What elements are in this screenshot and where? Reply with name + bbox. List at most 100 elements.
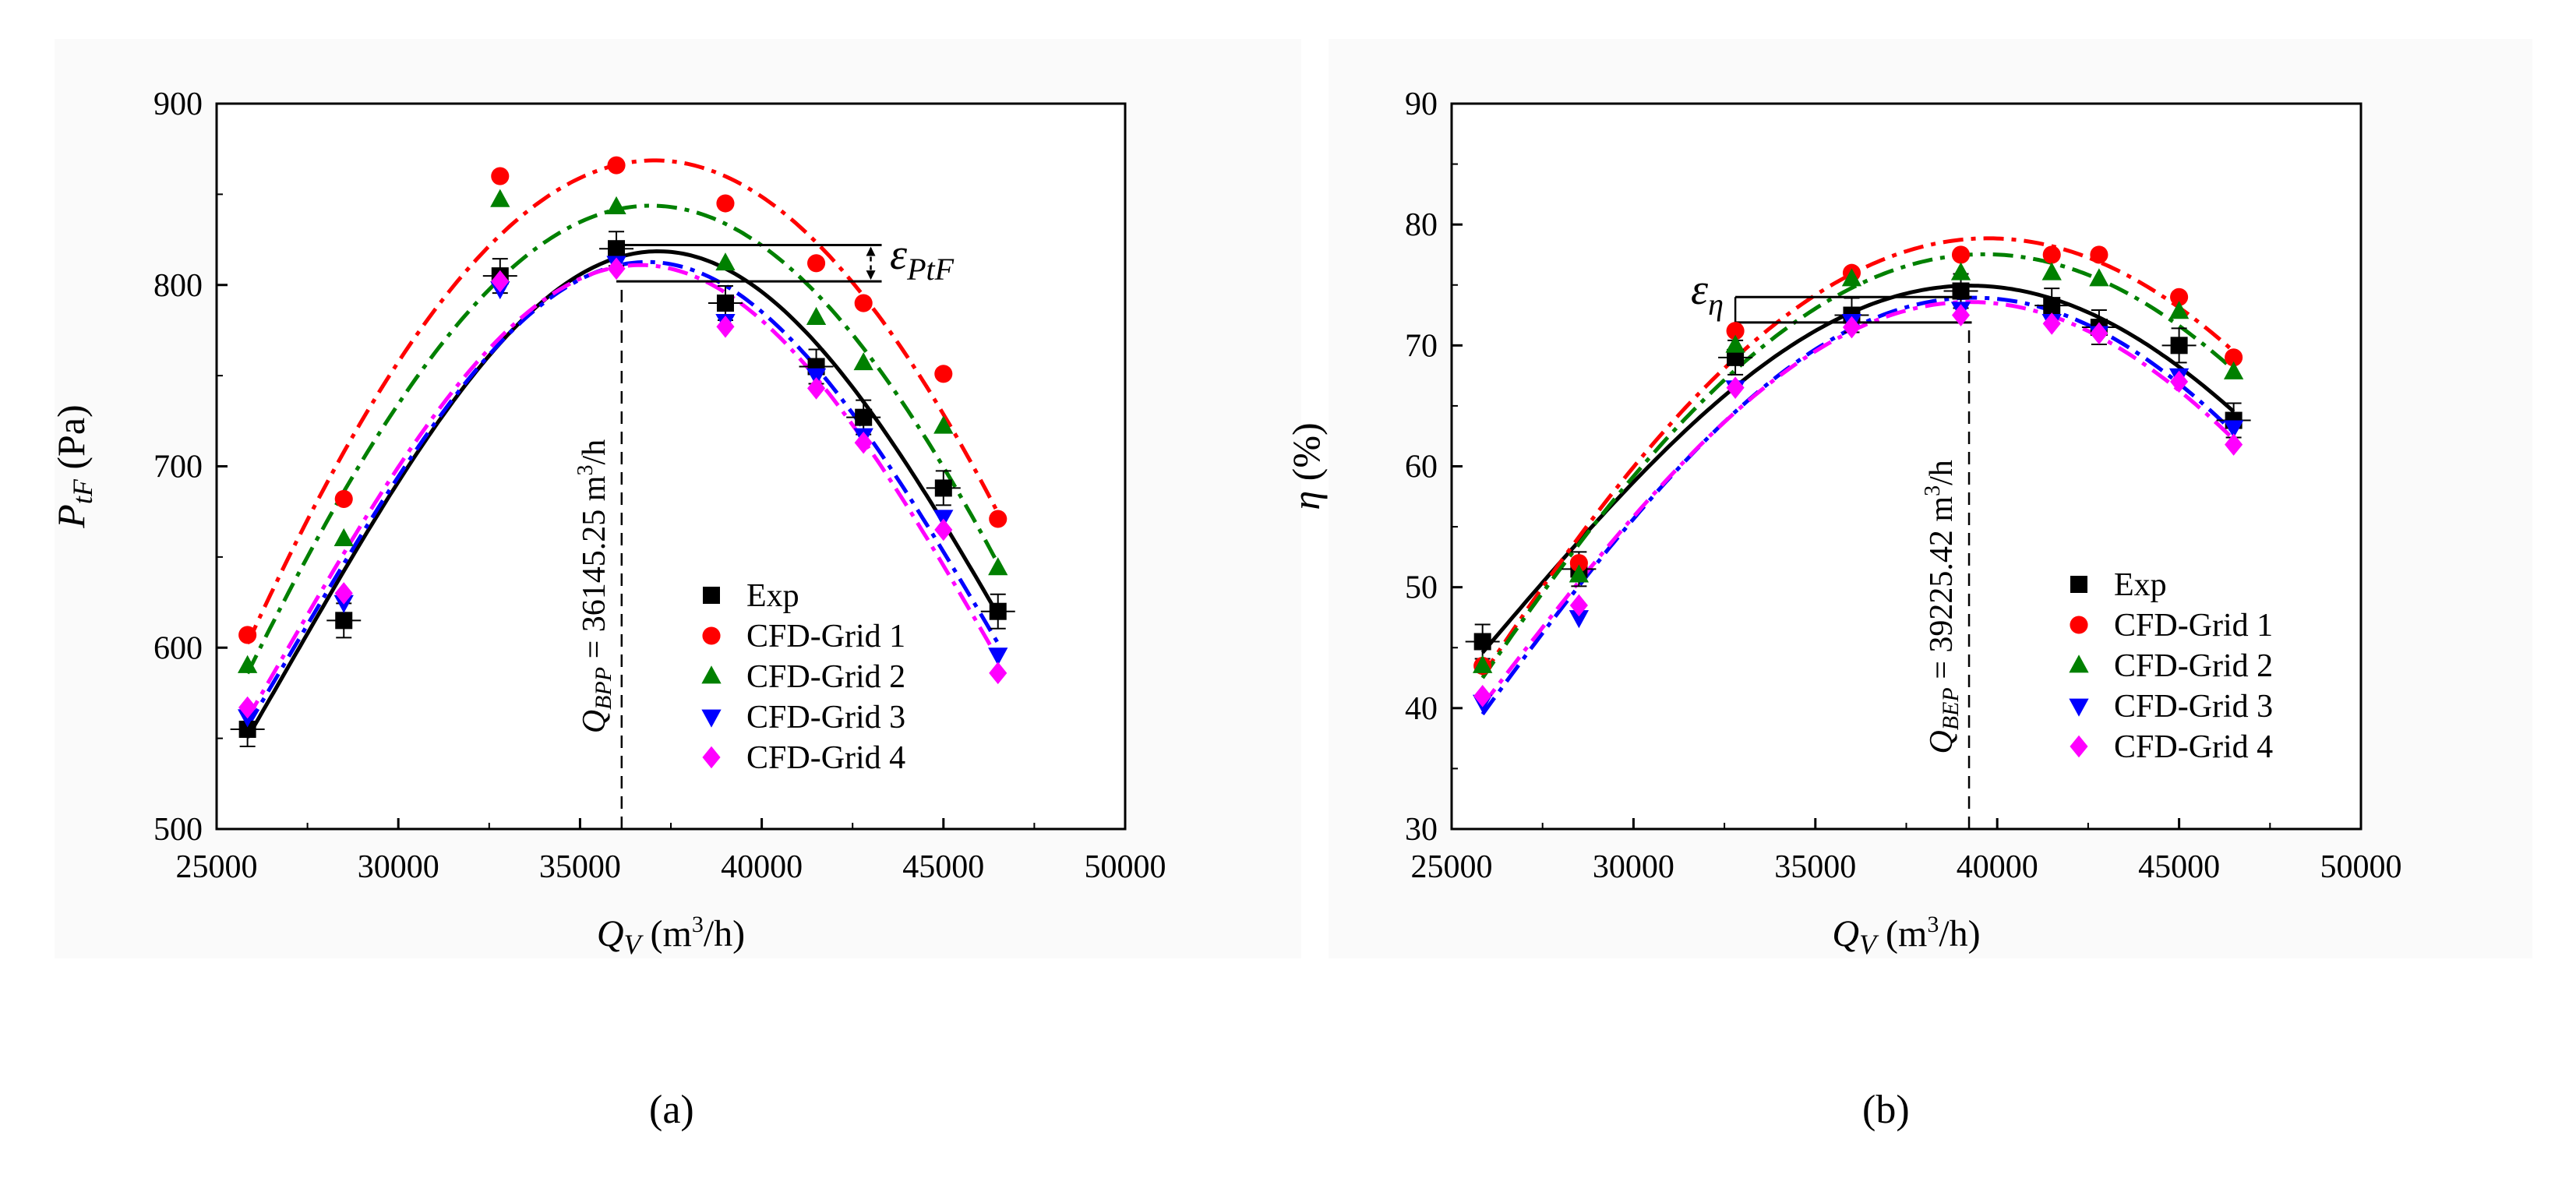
marker-exp	[1952, 282, 1970, 300]
marker-grid4	[2070, 735, 2088, 758]
chart-panel-a: 25000 30000 35000 40000 45000 50000 500 600 700 8…	[49, 39, 1301, 960]
marker-grid4	[807, 377, 826, 400]
y-tick-label: 60	[1405, 450, 1438, 485]
marker-grid1	[2042, 245, 2061, 264]
x-tick-label: 30000	[358, 849, 439, 885]
y-axis-label: η (%)	[1284, 422, 1328, 510]
marker-exp	[989, 602, 1007, 620]
marker-grid1	[607, 156, 626, 175]
marker-exp	[1727, 348, 1745, 366]
marker-grid2	[237, 654, 258, 673]
error-label: εη	[1691, 266, 1724, 322]
marker-grid4	[1569, 594, 1588, 617]
marker-grid4	[702, 746, 721, 769]
marker-grid1	[2070, 616, 2088, 634]
marker-grid1	[702, 626, 721, 645]
panel-label-b: (b)	[1862, 1088, 1910, 1132]
legend-label: Exp	[2114, 567, 2167, 603]
marker-grid2	[806, 306, 827, 325]
marker-grid3	[1569, 610, 1590, 629]
x-tick-label: 40000	[1957, 849, 2038, 885]
marker-grid4	[1951, 304, 1971, 326]
marker-exp	[855, 408, 873, 426]
marker-exp	[1473, 633, 1491, 651]
marker-grid1	[2090, 245, 2108, 264]
x-tick-label: 45000	[902, 849, 984, 885]
marker-grid4	[334, 582, 353, 605]
marker-grid2	[1841, 268, 1862, 287]
x-tick-label: 50000	[2320, 849, 2402, 885]
marker-grid1	[989, 510, 1007, 528]
marker-grid1	[1951, 245, 1971, 264]
error-arrow-head	[866, 270, 876, 280]
x-tick-label: 35000	[539, 849, 621, 885]
marker-grid4	[238, 696, 257, 719]
series-cfd-grid-1	[238, 156, 1007, 644]
legend-label: CFD-Grid 3	[746, 700, 905, 736]
legend-label: Exp	[746, 578, 799, 614]
fit-curve-3	[245, 259, 1000, 728]
marker-grid4	[1842, 316, 1861, 339]
marker-grid4	[854, 431, 873, 454]
marker-grid4	[2042, 312, 2061, 335]
x-tick-label: 50000	[1085, 849, 1166, 885]
marker-grid2	[715, 252, 736, 271]
marker-grid4	[934, 518, 953, 542]
plot-area	[215, 102, 1127, 831]
marker-grid1	[2225, 348, 2243, 367]
y-tick-label: 700	[154, 450, 203, 485]
marker-grid1	[1569, 554, 1588, 573]
x-tick-label: 35000	[1774, 849, 1856, 885]
bep-label: QBPP = 36145.25 m3/h	[573, 439, 616, 733]
legend-label: CFD-Grid 1	[746, 619, 905, 654]
marker-exp	[608, 240, 626, 258]
marker-grid2	[701, 665, 722, 684]
marker-grid2	[1473, 654, 1493, 673]
marker-grid2	[333, 527, 354, 546]
x-tick-label: 30000	[1593, 849, 1674, 885]
marker-grid2	[2069, 654, 2089, 673]
marker-grid2	[933, 415, 954, 434]
marker-grid1	[491, 167, 510, 185]
y-tick-label: 80	[1405, 207, 1438, 243]
error-label: εPtF	[890, 231, 955, 287]
legend-label: CFD-Grid 4	[2114, 729, 2273, 765]
chart-panel-b: 25000 30000 35000 40000 45000 50000 30 40 50 60 70…	[1284, 39, 2532, 960]
marker-exp	[2043, 297, 2061, 315]
marker-grid2	[853, 352, 873, 371]
marker-exp	[934, 479, 952, 497]
marker-grid1	[854, 294, 873, 312]
legend-label: CFD-Grid 2	[2114, 648, 2273, 684]
marker-grid3	[2223, 420, 2244, 439]
x-axis-label: QV (m3/h)	[1832, 912, 1980, 960]
legend-label: CFD-Grid 1	[2114, 608, 2273, 644]
x-tick-label: 45000	[2138, 849, 2220, 885]
marker-grid2	[1950, 262, 1971, 280]
marker-grid4	[716, 315, 735, 338]
marker-grid2	[2089, 268, 2109, 287]
fit-curve-4	[245, 263, 1000, 720]
marker-grid1	[2170, 288, 2189, 306]
plot-area	[1450, 102, 2363, 831]
marker-grid2	[988, 557, 1008, 576]
legend-label: CFD-Grid 4	[746, 740, 905, 776]
y-tick-label: 90	[1405, 86, 1438, 122]
marker-grid3	[988, 647, 1008, 666]
y-tick-label: 50	[1405, 570, 1438, 606]
marker-grid2	[1569, 564, 1590, 583]
marker-grid4	[989, 661, 1007, 685]
marker-grid4	[2090, 322, 2108, 345]
marker-grid4	[491, 270, 510, 293]
y-tick-label: 900	[154, 86, 203, 122]
marker-grid4	[1726, 376, 1745, 399]
marker-grid4	[2170, 370, 2189, 393]
bep-label: QBEP = 39225.42 m3/h	[1921, 460, 1964, 753]
marker-grid1	[238, 626, 257, 644]
marker-grid2	[1725, 334, 1745, 353]
legend-label: CFD-Grid 3	[2114, 689, 2273, 725]
marker-grid2	[2041, 262, 2062, 280]
marker-grid1	[716, 194, 735, 213]
y-tick-label: 800	[154, 268, 203, 304]
